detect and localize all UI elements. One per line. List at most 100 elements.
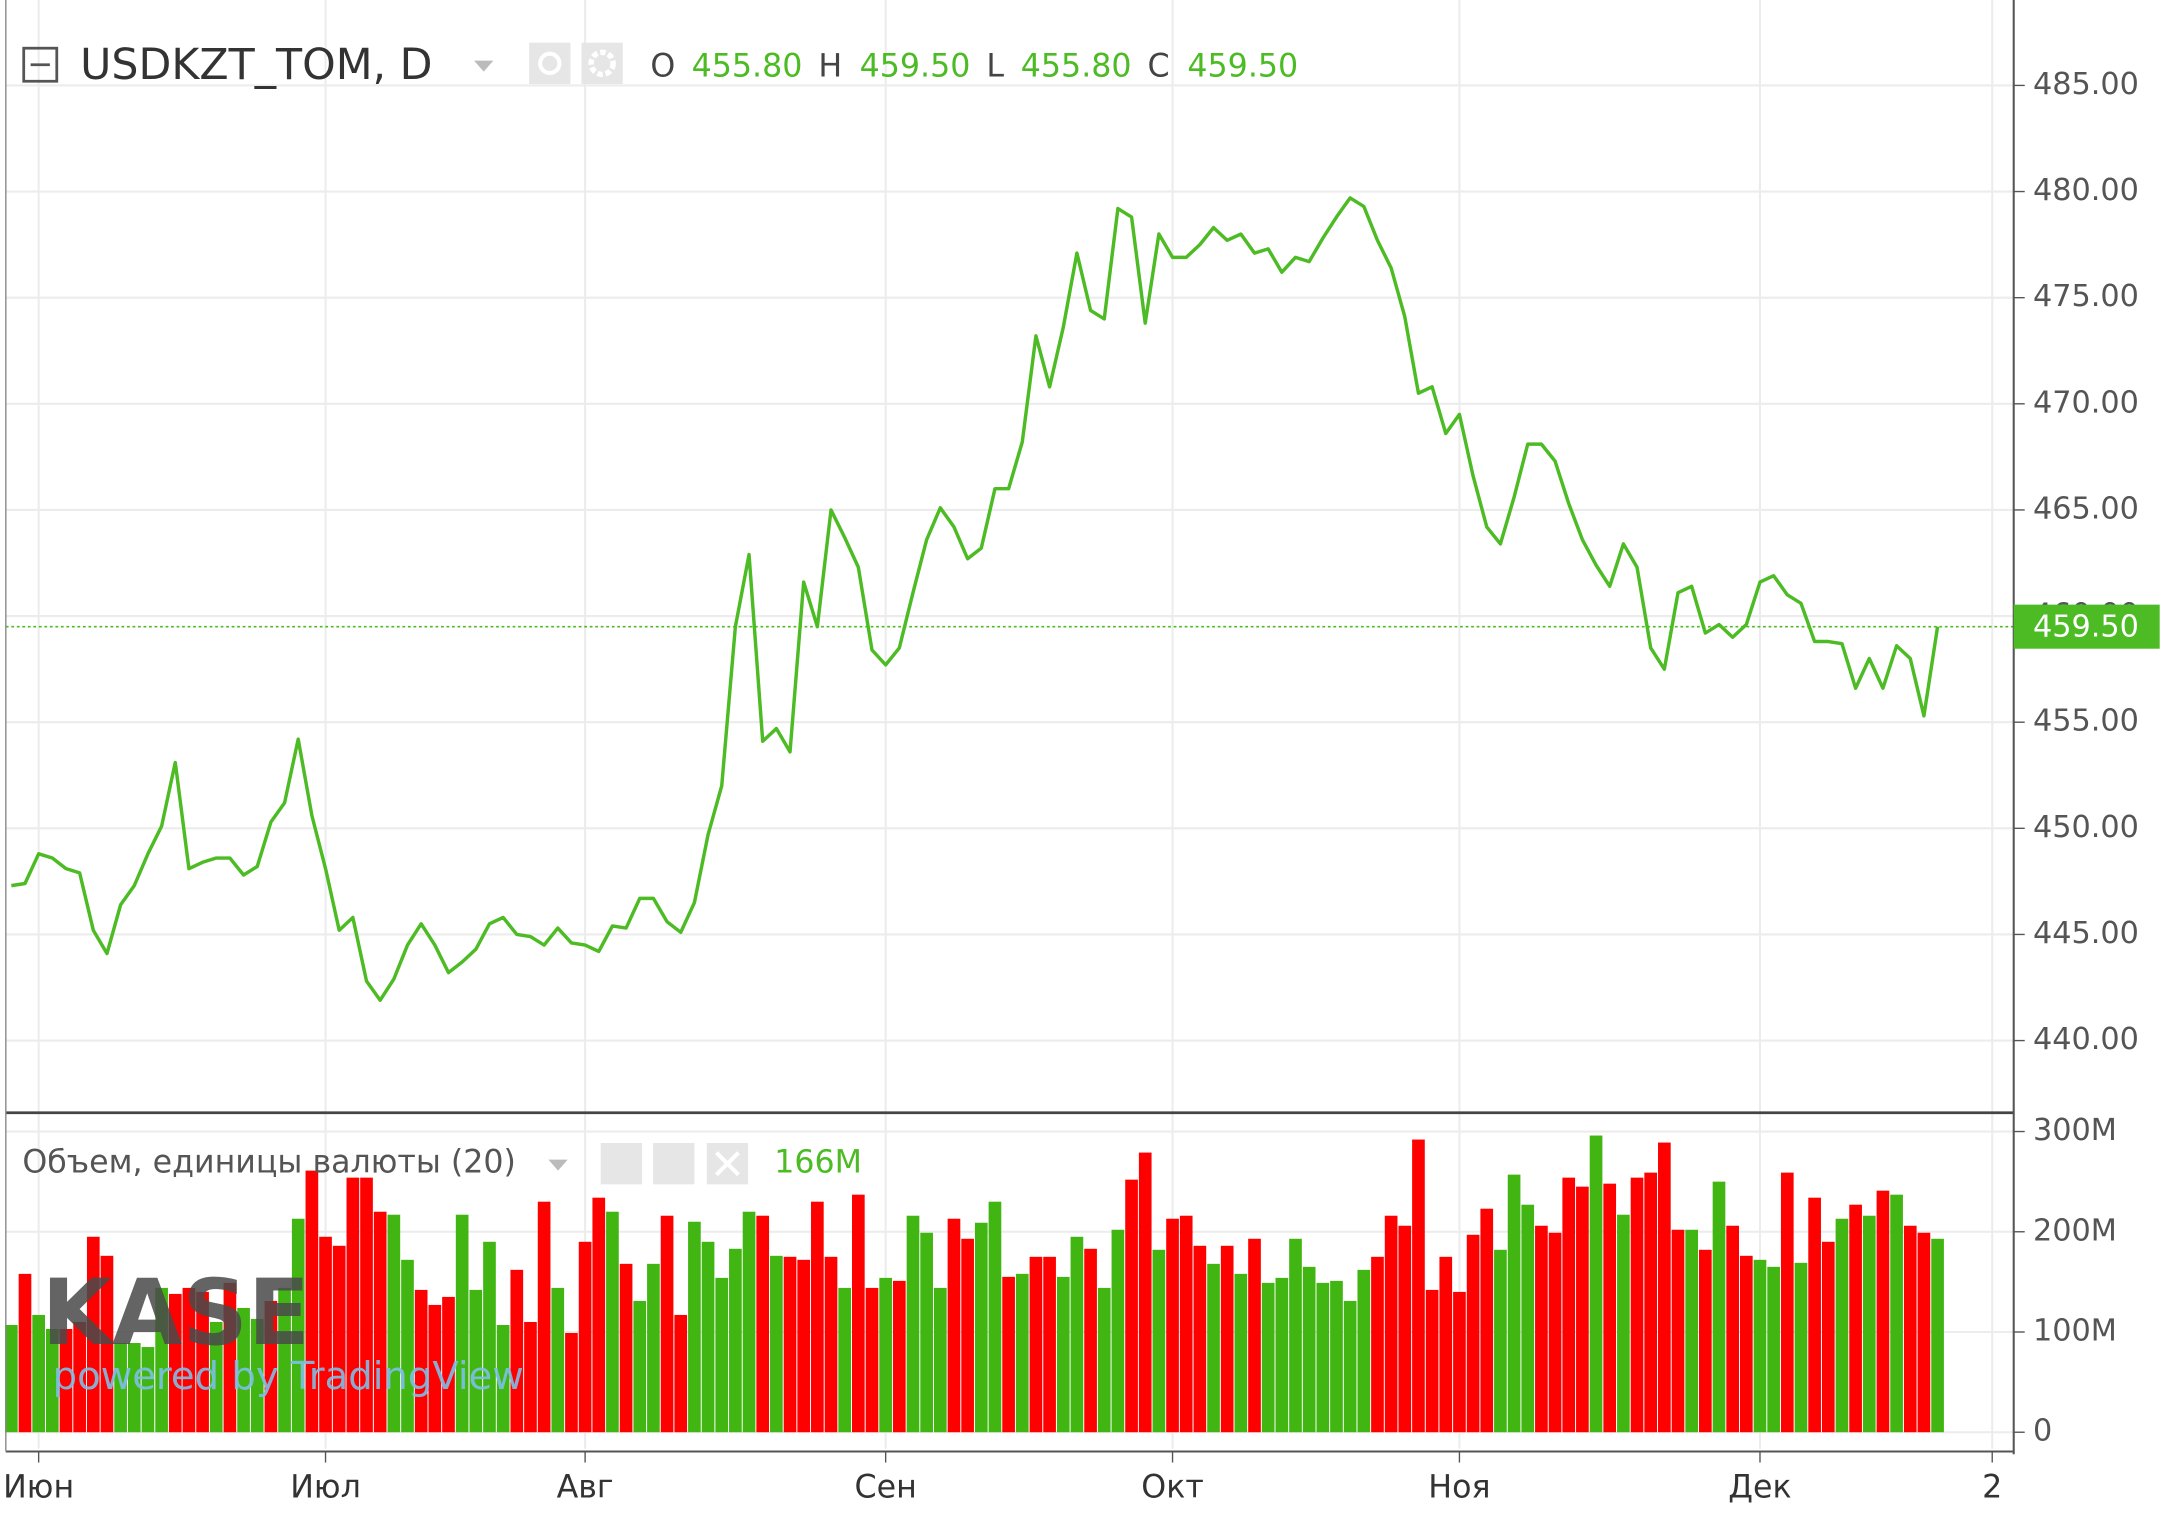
volume-bar xyxy=(1111,1229,1125,1433)
volume-bar xyxy=(892,1280,906,1433)
volume-bar xyxy=(291,1218,305,1433)
volume-bar xyxy=(783,1256,797,1433)
volume-bar xyxy=(811,1201,824,1433)
volume-bar xyxy=(45,1328,59,1433)
y-tick-label: 455.00 xyxy=(2033,704,2139,739)
collapse-icon[interactable] xyxy=(22,46,59,83)
volume-bar xyxy=(1084,1248,1097,1433)
volume-bar xyxy=(1207,1263,1220,1433)
ohlc-key: L xyxy=(986,48,1004,84)
volume-bar xyxy=(674,1314,688,1433)
x-tick-label: Авг xyxy=(557,1470,614,1506)
volume-bar xyxy=(483,1241,496,1433)
y-tick-label: 465.00 xyxy=(2033,491,2139,526)
watermark-text: powered by TradingView xyxy=(53,1354,524,1399)
y-tick-label: 440.00 xyxy=(2033,1022,2139,1057)
volume-bar xyxy=(1125,1179,1138,1433)
y-tick-label: 470.00 xyxy=(2033,385,2139,420)
volume-bar xyxy=(606,1211,619,1433)
volume-bar xyxy=(1357,1269,1371,1433)
volume-bar xyxy=(1453,1291,1466,1433)
volume-bar xyxy=(729,1248,742,1433)
settings-icon[interactable] xyxy=(653,1143,695,1185)
volume-bar xyxy=(155,1287,168,1433)
volume-bar xyxy=(1043,1256,1056,1433)
volume-bar xyxy=(1330,1280,1343,1433)
volume-bar xyxy=(278,1287,291,1433)
volume-bar xyxy=(1466,1234,1480,1433)
ohlc-legend: O 455.80 H 459.50 L 455.80 C 459.50 xyxy=(650,48,1298,84)
last-price-box xyxy=(2013,604,2160,649)
volume-bar xyxy=(18,1273,32,1433)
volume-bar xyxy=(660,1215,674,1433)
volume-bar xyxy=(86,1236,100,1433)
symbol-title: USDKZT_TOM, D xyxy=(80,40,432,90)
volume-bar xyxy=(237,1307,250,1433)
ohlc-value: 455.80 xyxy=(1021,48,1132,84)
x-tick-label: Сен xyxy=(855,1470,917,1506)
volume-bar xyxy=(264,1300,278,1433)
volume-bar xyxy=(619,1263,633,1433)
axes: Июн Июл Авг Сен Окт Ноя Дек 2 440.00 445.00 450.00… xyxy=(3,67,2160,1506)
volume-bar xyxy=(73,1321,86,1433)
volume-bar xyxy=(824,1256,838,1433)
volume-bar xyxy=(319,1236,332,1433)
volume-bar xyxy=(1739,1255,1753,1433)
y-tick-label: 475.00 xyxy=(2033,279,2139,314)
volume-bar xyxy=(1261,1282,1275,1433)
ohlc-value: 455.80 xyxy=(692,48,803,84)
volume-bar xyxy=(961,1238,974,1433)
watermark-logo: KASE xyxy=(42,1261,310,1366)
volume-bar xyxy=(742,1211,756,1433)
volume-bar xyxy=(1562,1177,1576,1433)
volume-bar xyxy=(223,1282,237,1433)
y-tick-label: 200M xyxy=(2033,1213,2117,1248)
volume-bar xyxy=(770,1255,783,1433)
volume-bar xyxy=(332,1245,346,1433)
volume-bar xyxy=(578,1241,592,1433)
volume-bar xyxy=(1398,1225,1412,1433)
eye-icon[interactable] xyxy=(529,42,571,85)
volume-bar xyxy=(360,1177,373,1433)
volume-bar xyxy=(838,1287,852,1433)
volume-bar xyxy=(1548,1232,1562,1433)
dropdown-icon[interactable] xyxy=(548,1159,568,1171)
volume-bar xyxy=(1712,1181,1726,1433)
volume-bar xyxy=(401,1259,414,1433)
volume-bar xyxy=(1685,1229,1699,1433)
dropdown-icon[interactable] xyxy=(474,60,494,72)
volume-bar xyxy=(346,1177,360,1433)
eye-icon[interactable] xyxy=(600,1143,643,1185)
volume-bar xyxy=(1644,1172,1658,1433)
volume-bar xyxy=(4,1324,18,1433)
volume-bar xyxy=(1015,1273,1029,1433)
volume-bar xyxy=(1138,1152,1152,1433)
volume-bar xyxy=(879,1277,892,1433)
volume-bar xyxy=(1780,1172,1794,1433)
volume-bar xyxy=(1876,1190,1890,1433)
x-tick-label: Окт xyxy=(1141,1470,1203,1506)
volume-bar xyxy=(250,1318,264,1433)
volume-bar xyxy=(1753,1259,1767,1433)
volume-bar xyxy=(851,1194,865,1433)
ohlc-value: 459.50 xyxy=(860,48,971,84)
volume-last-value: 166M xyxy=(774,1145,862,1181)
settings-icon[interactable] xyxy=(581,42,623,85)
volume-bar xyxy=(455,1214,469,1433)
y-tick-label: 0 xyxy=(2033,1414,2052,1449)
volume-bar xyxy=(1056,1276,1070,1433)
volume-bar xyxy=(414,1289,428,1433)
volume-bar xyxy=(1890,1194,1903,1433)
y-tick-label: 300M xyxy=(2033,1113,2117,1148)
volume-bar xyxy=(1302,1266,1316,1433)
ohlc-key: H xyxy=(818,48,842,84)
volume-bar xyxy=(688,1221,701,1433)
volume-bar xyxy=(1507,1174,1521,1433)
volume-bar xyxy=(701,1241,715,1433)
y-tick-label: 100M xyxy=(2033,1313,2117,1348)
volume-bar xyxy=(1794,1262,1808,1433)
volume-bar xyxy=(1179,1215,1193,1433)
volume-bar xyxy=(974,1222,988,1433)
volume-bar xyxy=(1070,1236,1084,1433)
